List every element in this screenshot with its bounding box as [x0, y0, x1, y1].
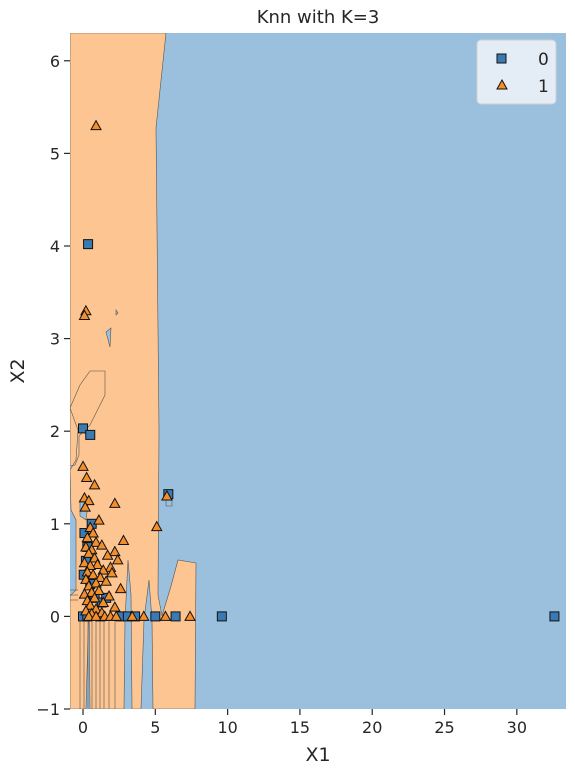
- x-tick-label: 15: [290, 718, 310, 737]
- legend-label-class-1: 1: [538, 77, 549, 97]
- data-point-class-0: [171, 612, 180, 621]
- y-tick-label: −1: [36, 700, 60, 719]
- x-axis: 0 5 10 15 20 25 30: [78, 709, 527, 737]
- x-tick-label: 0: [78, 718, 88, 737]
- y-tick-label: 5: [50, 144, 60, 163]
- y-axis-label: X2: [7, 358, 29, 383]
- data-point-class-0: [151, 612, 160, 621]
- y-tick-label: 6: [50, 52, 60, 71]
- x-tick-label: 25: [434, 718, 454, 737]
- legend: 0 1: [477, 40, 556, 104]
- x-tick-label: 30: [507, 718, 527, 737]
- x-tick-label: 5: [150, 718, 160, 737]
- y-tick-label: 1: [50, 515, 60, 534]
- y-tick-label: 3: [50, 330, 60, 349]
- data-point-class-0: [217, 612, 226, 621]
- data-point-class-0: [550, 612, 559, 621]
- x-tick-label: 10: [217, 718, 237, 737]
- legend-marker-class-0: [497, 54, 506, 63]
- data-point-class-0: [86, 430, 95, 439]
- y-tick-label: 2: [50, 422, 60, 441]
- x-axis-label: X1: [305, 744, 330, 766]
- plot-area: [70, 33, 566, 709]
- legend-label-class-0: 0: [538, 50, 549, 70]
- data-point-class-0: [84, 240, 93, 249]
- x-tick-label: 20: [362, 718, 382, 737]
- chart-title: Knn with K=3: [257, 7, 380, 28]
- y-axis: −1 0 1 2 3 4 5 6: [36, 52, 70, 719]
- y-tick-label: 0: [50, 607, 60, 626]
- y-tick-label: 4: [50, 237, 60, 256]
